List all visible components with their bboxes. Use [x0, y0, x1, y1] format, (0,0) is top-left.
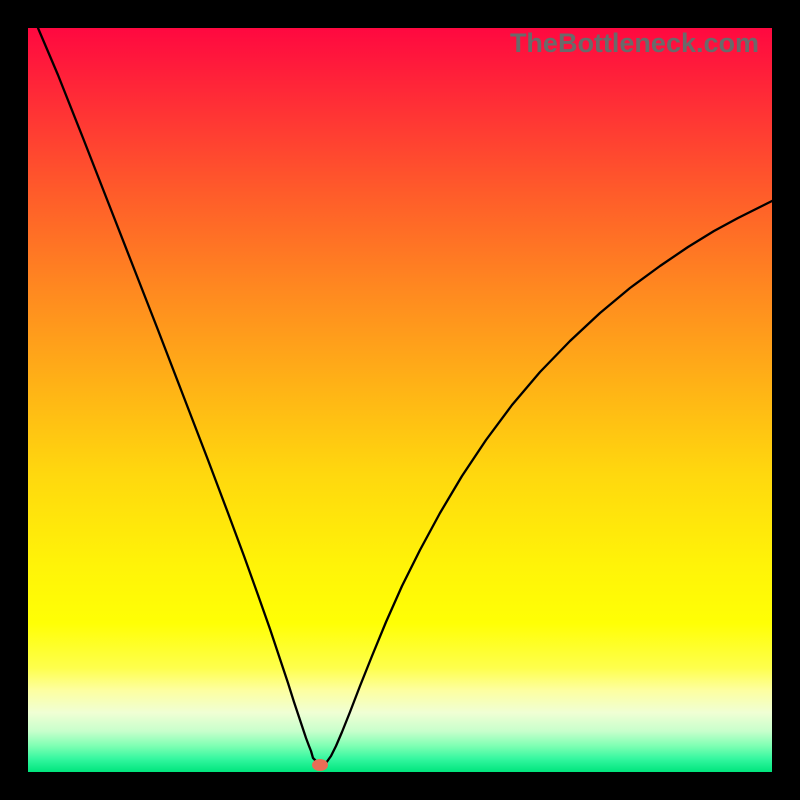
- plot-background: [28, 28, 772, 772]
- watermark-label: TheBottleneck.com: [510, 28, 759, 59]
- plot-area: [28, 28, 772, 772]
- chart-frame: TheBottleneck.com: [0, 0, 800, 800]
- optimal-point-marker: [312, 759, 328, 771]
- chart-svg: [28, 28, 772, 772]
